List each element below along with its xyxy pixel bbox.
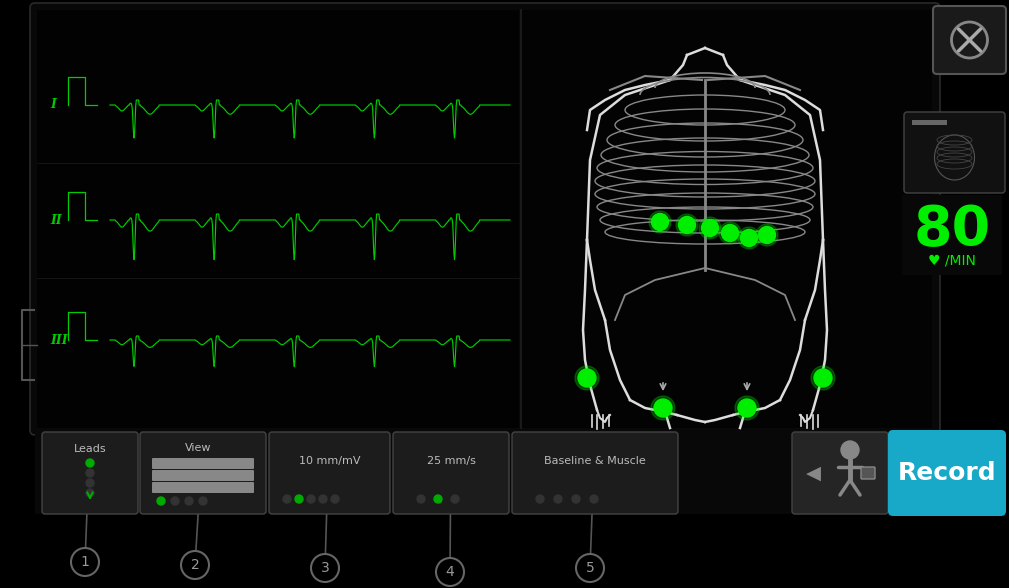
Text: View: View <box>185 443 212 453</box>
Circle shape <box>434 495 442 503</box>
Text: 25 mm/s: 25 mm/s <box>427 456 475 466</box>
Circle shape <box>652 213 669 230</box>
Circle shape <box>295 495 303 503</box>
Circle shape <box>575 366 599 390</box>
Circle shape <box>699 217 721 239</box>
FancyBboxPatch shape <box>35 432 1003 514</box>
Circle shape <box>721 225 739 242</box>
Circle shape <box>678 216 695 233</box>
Text: II: II <box>50 213 62 226</box>
Circle shape <box>572 495 580 503</box>
Circle shape <box>171 497 179 505</box>
Circle shape <box>86 489 94 497</box>
FancyBboxPatch shape <box>393 432 509 514</box>
FancyBboxPatch shape <box>904 112 1005 193</box>
Circle shape <box>649 211 671 233</box>
Text: 80: 80 <box>913 203 991 257</box>
Circle shape <box>311 554 339 582</box>
FancyBboxPatch shape <box>522 10 932 428</box>
Circle shape <box>331 495 339 503</box>
FancyBboxPatch shape <box>912 120 947 125</box>
Circle shape <box>86 459 94 467</box>
FancyBboxPatch shape <box>902 195 1002 275</box>
Text: 1: 1 <box>81 555 90 569</box>
Text: ◀: ◀ <box>805 463 820 483</box>
FancyBboxPatch shape <box>152 470 254 481</box>
Text: III: III <box>50 333 68 346</box>
Text: 4: 4 <box>446 565 454 579</box>
Circle shape <box>735 396 759 420</box>
Text: ♥ /MIN: ♥ /MIN <box>928 253 976 267</box>
FancyBboxPatch shape <box>152 482 254 493</box>
Circle shape <box>676 214 698 236</box>
Text: Leads: Leads <box>74 444 106 454</box>
Text: 10 mm/mV: 10 mm/mV <box>299 456 360 466</box>
Circle shape <box>756 224 778 246</box>
FancyBboxPatch shape <box>37 10 519 428</box>
Circle shape <box>199 497 207 505</box>
Circle shape <box>701 219 718 236</box>
Circle shape <box>576 554 604 582</box>
Circle shape <box>651 396 675 420</box>
Text: Baseline & Muscle: Baseline & Muscle <box>544 456 646 466</box>
Circle shape <box>157 497 165 505</box>
FancyBboxPatch shape <box>888 430 1006 516</box>
Circle shape <box>738 399 756 417</box>
FancyBboxPatch shape <box>30 3 940 435</box>
Circle shape <box>417 495 425 503</box>
FancyBboxPatch shape <box>792 432 888 514</box>
Circle shape <box>654 399 672 417</box>
Circle shape <box>741 229 758 246</box>
Circle shape <box>86 469 94 477</box>
FancyBboxPatch shape <box>152 458 254 469</box>
Circle shape <box>181 551 209 579</box>
Circle shape <box>759 226 776 243</box>
Circle shape <box>86 479 94 487</box>
Circle shape <box>554 495 562 503</box>
Circle shape <box>811 366 835 390</box>
Circle shape <box>578 369 596 387</box>
Circle shape <box>451 495 459 503</box>
Circle shape <box>536 495 544 503</box>
FancyBboxPatch shape <box>42 432 138 514</box>
FancyBboxPatch shape <box>269 432 390 514</box>
Circle shape <box>283 495 291 503</box>
Circle shape <box>71 548 99 576</box>
Circle shape <box>436 558 464 586</box>
Text: 5: 5 <box>585 561 594 575</box>
Circle shape <box>719 222 741 244</box>
Text: 3: 3 <box>321 561 329 575</box>
Text: 2: 2 <box>191 558 200 572</box>
FancyBboxPatch shape <box>861 467 875 479</box>
Text: I: I <box>50 99 55 112</box>
Circle shape <box>307 495 315 503</box>
Circle shape <box>185 497 193 505</box>
FancyBboxPatch shape <box>933 6 1006 74</box>
Circle shape <box>840 441 859 459</box>
FancyBboxPatch shape <box>140 432 266 514</box>
Circle shape <box>590 495 598 503</box>
Circle shape <box>814 369 832 387</box>
Text: Record: Record <box>898 461 996 485</box>
FancyBboxPatch shape <box>512 432 678 514</box>
Circle shape <box>738 227 760 249</box>
Circle shape <box>319 495 327 503</box>
